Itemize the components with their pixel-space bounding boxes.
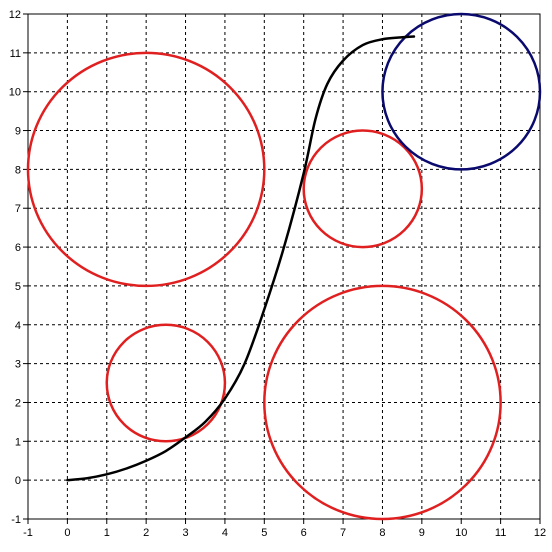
path-series — [66, 35, 416, 482]
x-tick-label: -1 — [23, 527, 33, 539]
y-tick-label: 1 — [15, 436, 21, 448]
x-tick-label: 9 — [419, 527, 425, 539]
circle-series — [26, 12, 542, 521]
y-tick-label: 7 — [15, 203, 21, 215]
y-tick-label: 4 — [15, 320, 21, 332]
y-tick-label: 8 — [15, 164, 21, 176]
y-tick-label: 11 — [10, 48, 21, 60]
x-tick-label: 11 — [495, 527, 506, 539]
x-tick-labels: -1 0 1 2 3 4 5 6 7 8 9 10 11 12 — [23, 519, 546, 539]
x-tick-label: 7 — [340, 527, 346, 539]
x-tick-label: 2 — [143, 527, 149, 539]
circle-mark — [302, 129, 424, 249]
x-tick-label: 12 — [534, 527, 546, 539]
y-tick-label: -1 — [11, 514, 21, 526]
x-tick-label: 3 — [182, 527, 188, 539]
x-tick-label: 4 — [222, 527, 228, 539]
y-tick-label: 6 — [15, 242, 21, 254]
circle-mark — [26, 51, 266, 288]
x-tick-label: 10 — [455, 527, 467, 539]
y-tick-label: 12 — [9, 9, 21, 21]
grid — [28, 14, 540, 519]
circle-mark — [381, 12, 542, 171]
x-tick-label: 6 — [301, 527, 307, 539]
path-line — [66, 35, 416, 482]
y-tick-label: 3 — [15, 359, 21, 371]
circle-mark — [105, 323, 227, 443]
y-tick-label: 9 — [15, 126, 21, 138]
axes — [27, 13, 541, 520]
x-tick-label: 5 — [261, 527, 267, 539]
y-tick-label: 0 — [15, 475, 21, 487]
plot-frame — [27, 13, 541, 520]
y-tick-label: 2 — [15, 397, 21, 409]
x-tick-label: 8 — [379, 527, 385, 539]
x-tick-label: 1 — [104, 527, 110, 539]
x-tick-label: 0 — [64, 527, 70, 539]
circle-mark — [263, 284, 502, 521]
y-tick-label: 10 — [9, 87, 21, 99]
y-tick-label: 5 — [15, 281, 21, 293]
